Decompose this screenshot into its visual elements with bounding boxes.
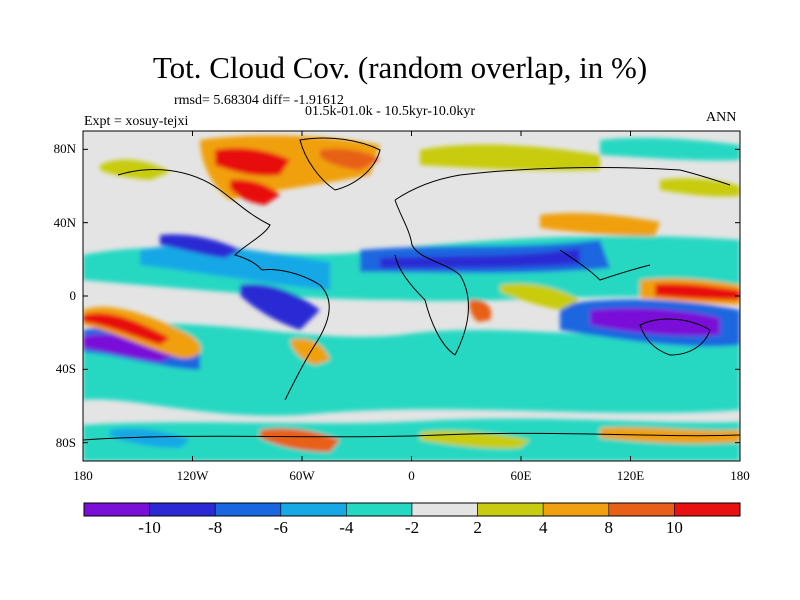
colorbar-segment: [280, 502, 347, 517]
colorbar-segment: [411, 502, 478, 517]
colorbar-label: 10: [665, 518, 683, 537]
lon-tick-label: 120E: [616, 468, 645, 483]
colorbar-segment: [542, 502, 610, 517]
colorbar-label: -4: [339, 518, 354, 537]
coastlines: [83, 137, 740, 441]
colorbar-label: 2: [473, 518, 482, 537]
experiment-text: Expt = xosuy-tejxi: [84, 114, 189, 129]
lon-tick-label: 120W: [176, 468, 209, 483]
colorbar: [83, 502, 741, 517]
lon-tick-label: 180: [730, 468, 750, 483]
colorbar-segment: [346, 502, 413, 517]
lat-tick-label: 40N: [53, 214, 76, 230]
colorbar-label: -8: [208, 518, 223, 537]
colorbar-label: -10: [138, 518, 161, 537]
colorbar-frame: [83, 502, 741, 517]
season-text: ANN: [706, 110, 737, 125]
lon-tick-label: 60E: [510, 468, 532, 483]
colorbar-label: 8: [604, 518, 614, 537]
colorbar-segment: [477, 502, 544, 517]
lon-tick-label: 60W: [289, 468, 315, 483]
colorbar-segment: [608, 502, 675, 517]
lon-tick-label: 180: [73, 468, 93, 483]
lon-tick-label: 0: [408, 468, 415, 483]
tick-marks: [82, 131, 741, 461]
colorbar-segment: [149, 502, 216, 517]
lat-tick-label: 80S: [55, 434, 76, 450]
lat-tick-label: 80N: [53, 141, 76, 157]
colorbar-label: -6: [273, 518, 288, 537]
plot-title: Tot. Cloud Cov. (random overlap, in %): [152, 50, 648, 85]
colorbar-segment: [83, 502, 150, 517]
cloud-cover-field: [83, 131, 740, 461]
colorbar-segment: [214, 502, 282, 517]
colorbar-label: 4: [538, 518, 548, 537]
colorbar-label: -2: [404, 518, 420, 537]
period-text: 01.5k-01.0k - 10.5kyr-10.0kyr: [305, 104, 476, 119]
rmsd-diff-text: rmsd= 5.68304 diff= -1.91612: [174, 93, 344, 108]
lat-tick-label: 40S: [55, 361, 76, 377]
lat-tick-label: 0: [69, 288, 77, 303]
colorbar-segment: [674, 502, 741, 517]
